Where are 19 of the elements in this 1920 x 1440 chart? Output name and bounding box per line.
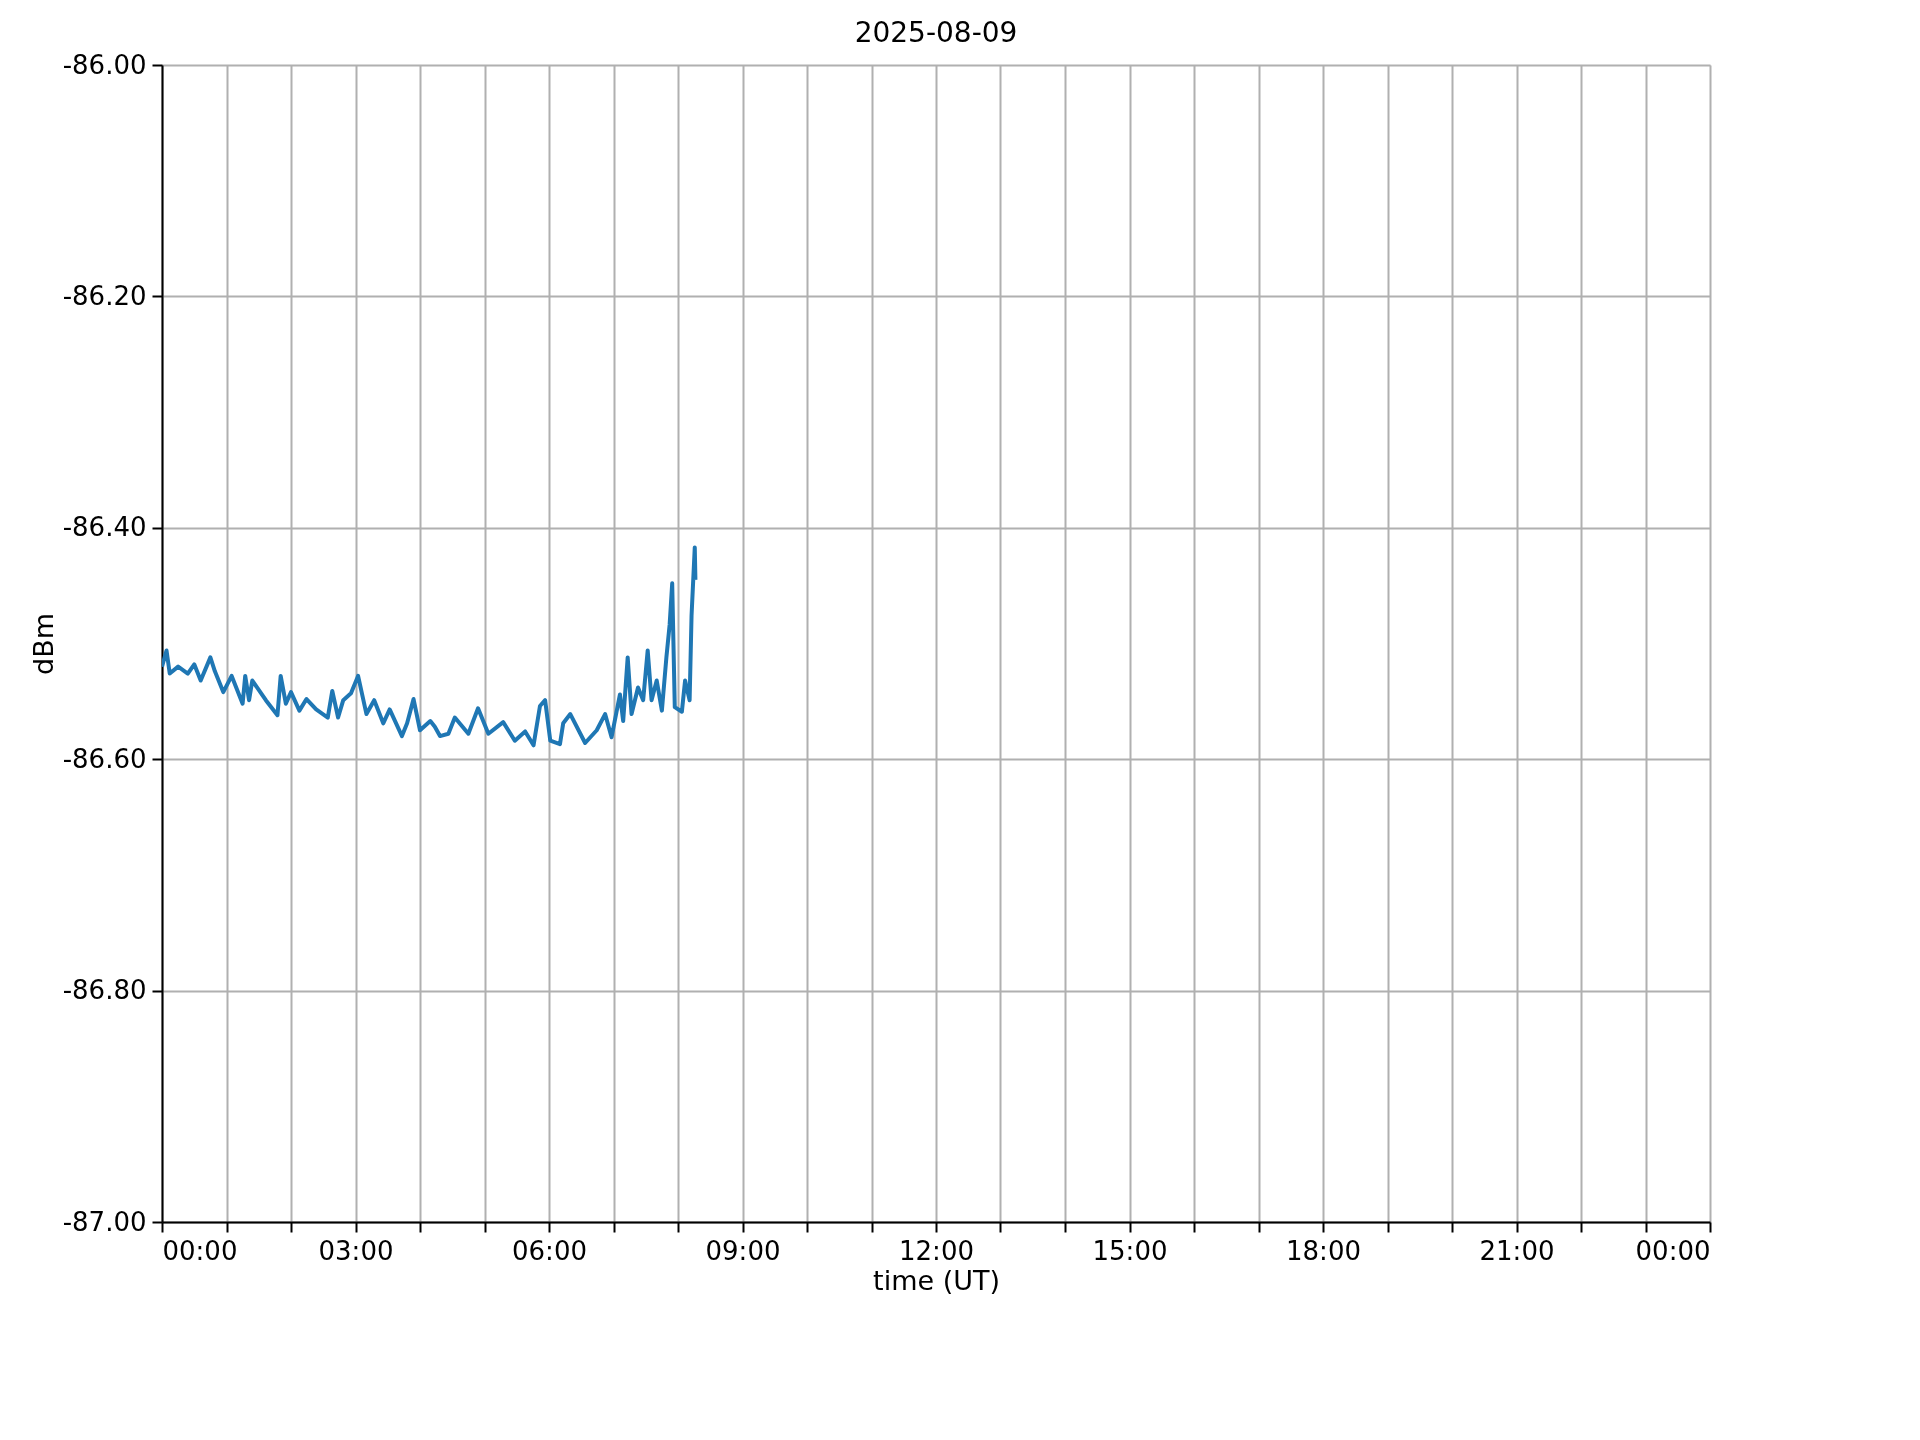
y-tick-label: -87.00 xyxy=(62,1206,147,1237)
x-axis-title: time (UT) xyxy=(873,1264,1000,1296)
x-tick-label: 15:00 xyxy=(1092,1235,1168,1266)
chart-title: 2025-08-09 xyxy=(854,16,1018,49)
y-tick-label: -86.40 xyxy=(62,512,147,543)
y-tick-label: -86.20 xyxy=(62,280,147,311)
y-tick-label: -86.80 xyxy=(62,975,147,1006)
x-tick-label: 18:00 xyxy=(1286,1235,1361,1266)
x-tick-label: 00:00 xyxy=(1635,1235,1711,1266)
line-series xyxy=(162,545,698,748)
x-tick-label: 21:00 xyxy=(1479,1235,1555,1266)
x-tick-label: 03:00 xyxy=(318,1235,394,1266)
x-tick-label: 00:00 xyxy=(162,1235,238,1266)
x-tick-label: 06:00 xyxy=(512,1235,587,1266)
x-tick-label: 12:00 xyxy=(899,1235,974,1266)
y-tick-label: -86.60 xyxy=(62,743,147,774)
y-tick-label: -86.00 xyxy=(62,49,147,80)
x-tick-label: 09:00 xyxy=(705,1235,781,1266)
y-axis-title: dBm xyxy=(27,613,59,675)
